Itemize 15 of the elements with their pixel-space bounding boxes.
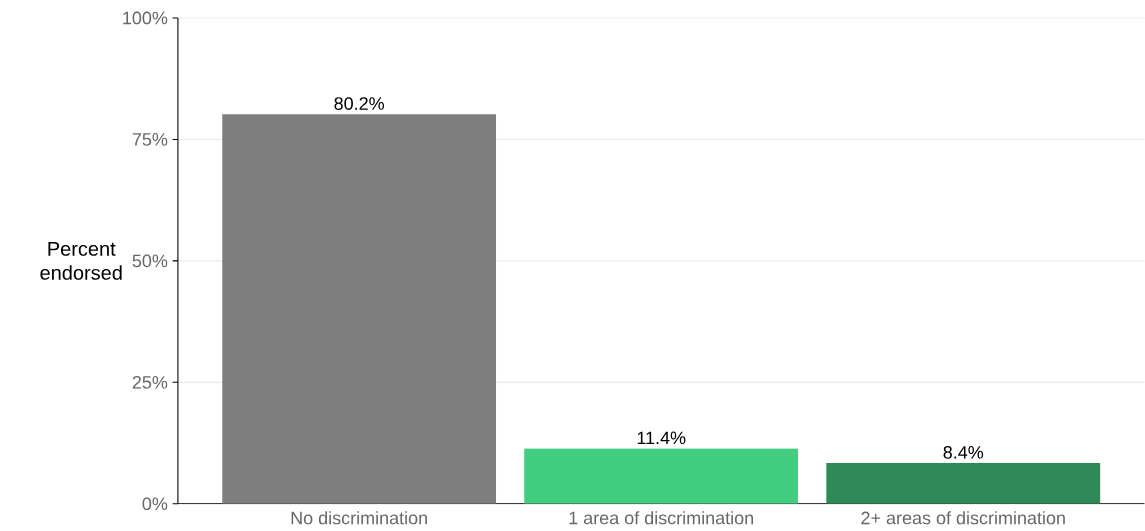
y-tick-label: 100% [123,11,168,25]
x-tick-label: 2+ areas of discrimination [861,511,1065,525]
x-tick-label: No discrimination [291,511,427,525]
bar [222,114,497,504]
bar [826,463,1101,504]
y-tick-label: 0% [142,497,168,511]
data-label: 80.2% [334,97,385,111]
x-tick-label: 1 area of discrimination [569,511,753,525]
y-axis-title: Percent endorsed [40,242,122,280]
data-label: 11.4% [637,431,686,445]
y-tick-label: 75% [132,133,168,146]
data-label: 8.4% [943,446,984,459]
bar [524,448,799,504]
y-tick-label: 50% [132,254,168,268]
y-tick-label: 25% [132,376,168,389]
